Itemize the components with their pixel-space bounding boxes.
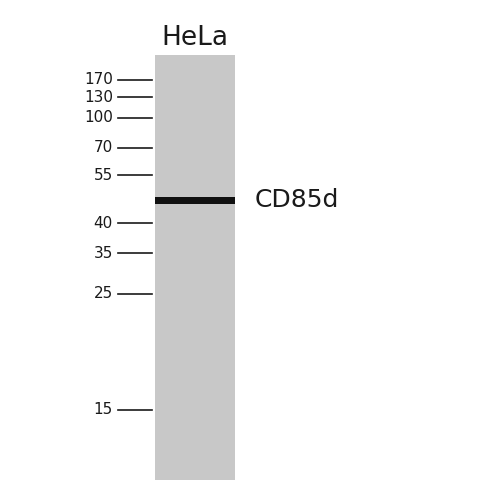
Text: HeLa: HeLa <box>162 25 228 51</box>
Text: 25: 25 <box>94 286 113 302</box>
Text: 40: 40 <box>94 216 113 230</box>
Bar <box>155 196 235 203</box>
Text: 35: 35 <box>94 246 113 260</box>
Text: 70: 70 <box>94 140 113 156</box>
Text: 170: 170 <box>84 72 113 88</box>
Text: 15: 15 <box>94 402 113 417</box>
Text: 130: 130 <box>84 90 113 104</box>
Text: CD85d: CD85d <box>255 188 340 212</box>
Text: 100: 100 <box>84 110 113 126</box>
Bar <box>155 55 235 480</box>
Text: 55: 55 <box>94 168 113 182</box>
